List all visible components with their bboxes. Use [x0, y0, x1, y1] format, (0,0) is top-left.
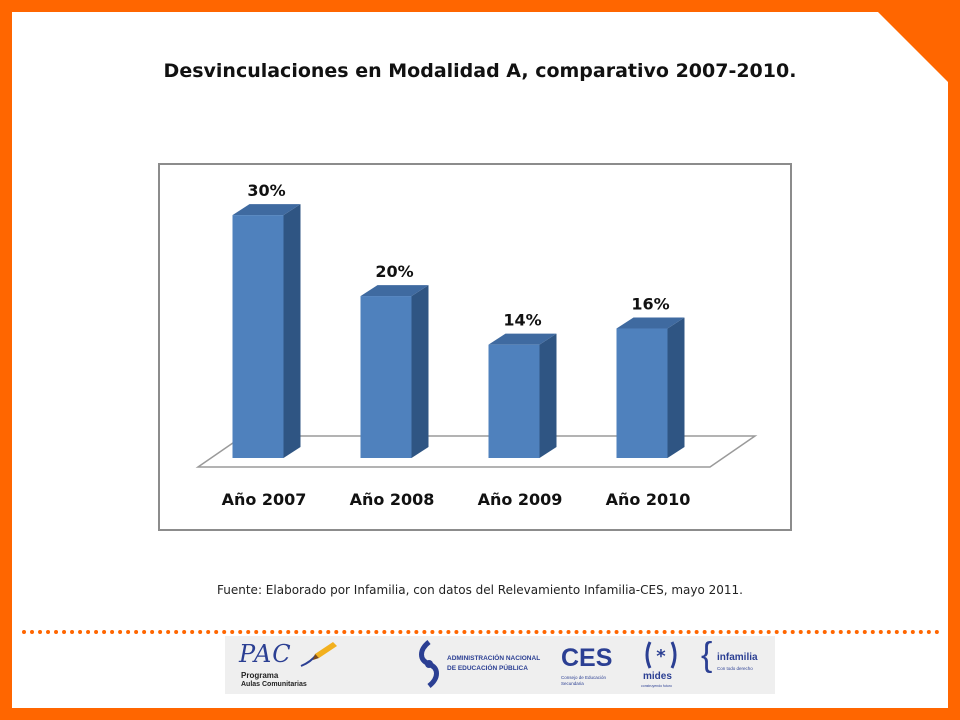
mides-logo: * mides construyendo futuro	[635, 640, 687, 692]
pac-logo: PAC Programa Aulas Comunitarias	[237, 640, 347, 692]
infamilia-logo: { infamilia Con todo derecho	[701, 636, 771, 688]
bar-3	[616, 328, 668, 458]
pac-logo-line1: Programa	[241, 671, 279, 680]
infamilia-logo-tagline: Con todo derecho	[717, 666, 753, 671]
pencil-icon	[300, 642, 337, 667]
bar-top-0	[232, 204, 301, 216]
anep-logo-line2: DE EDUCACIÓN PÚBLICA	[447, 665, 528, 672]
bar-side-3	[667, 317, 685, 458]
footer-divider	[22, 630, 940, 634]
frame-top	[0, 0, 960, 12]
bar-chart: 30% Año 2007 20% Año 2008 14% Año 2009 16% Año …	[195, 181, 758, 509]
ces-logo: CES Consejo de Educación Secundaria	[561, 638, 631, 692]
frame-right	[948, 0, 960, 720]
category-label-3: Año 2010	[606, 490, 691, 509]
anep-emblem-icon	[419, 640, 439, 688]
bar-0	[232, 215, 284, 458]
ces-logo-line2: Secundaria	[561, 681, 584, 686]
data-label-1: 20%	[375, 262, 413, 281]
mides-emblem-icon: *	[645, 641, 677, 669]
chart-container: 30% Año 2007 20% Año 2008 14% Año 2009 16% Año …	[158, 163, 792, 531]
pac-logo-line2: Aulas Comunitarias	[241, 681, 307, 688]
bar-side-1	[411, 285, 429, 458]
slide-title: Desvinculaciones en Modalidad A, compara…	[163, 60, 797, 82]
data-label-0: 30%	[247, 181, 285, 200]
category-label-0: Año 2007	[222, 490, 307, 509]
data-label-3: 16%	[631, 294, 669, 313]
chart-floor	[195, 435, 758, 468]
mides-logo-tagline: construyendo futuro	[641, 684, 672, 688]
bar-top-2	[488, 333, 557, 345]
ces-logo-mark: CES	[561, 644, 613, 672]
svg-text:*: *	[656, 646, 666, 667]
infamilia-logo-mark: infamilia	[717, 652, 758, 663]
logo-strip: PAC Programa Aulas Comunitarias ADMINIST…	[225, 636, 775, 694]
bar-side-0	[283, 204, 301, 458]
bar-side-2	[539, 333, 557, 458]
bar-top-3	[616, 317, 685, 329]
brace-icon: {	[701, 636, 713, 674]
bar-top-1	[360, 285, 429, 297]
data-label-2: 14%	[503, 311, 541, 330]
bar-2	[488, 344, 540, 458]
category-label-2: Año 2009	[478, 490, 563, 509]
anep-logo-line1: ADMINISTRACIÓN NACIONAL	[447, 655, 541, 662]
anep-logo: ADMINISTRACIÓN NACIONAL DE EDUCACIÓN PÚB…	[415, 640, 555, 690]
pac-logo-mark: PAC	[239, 640, 292, 668]
ces-logo-line1: Consejo de Educación	[561, 675, 607, 680]
frame-bottom	[0, 708, 960, 720]
mides-logo-mark: mides	[643, 671, 672, 682]
category-label-1: Año 2008	[350, 490, 435, 509]
bar-1	[360, 296, 412, 458]
frame-left	[0, 0, 12, 720]
source-note: Fuente: Elaborado por Infamilia, con dat…	[217, 583, 743, 597]
